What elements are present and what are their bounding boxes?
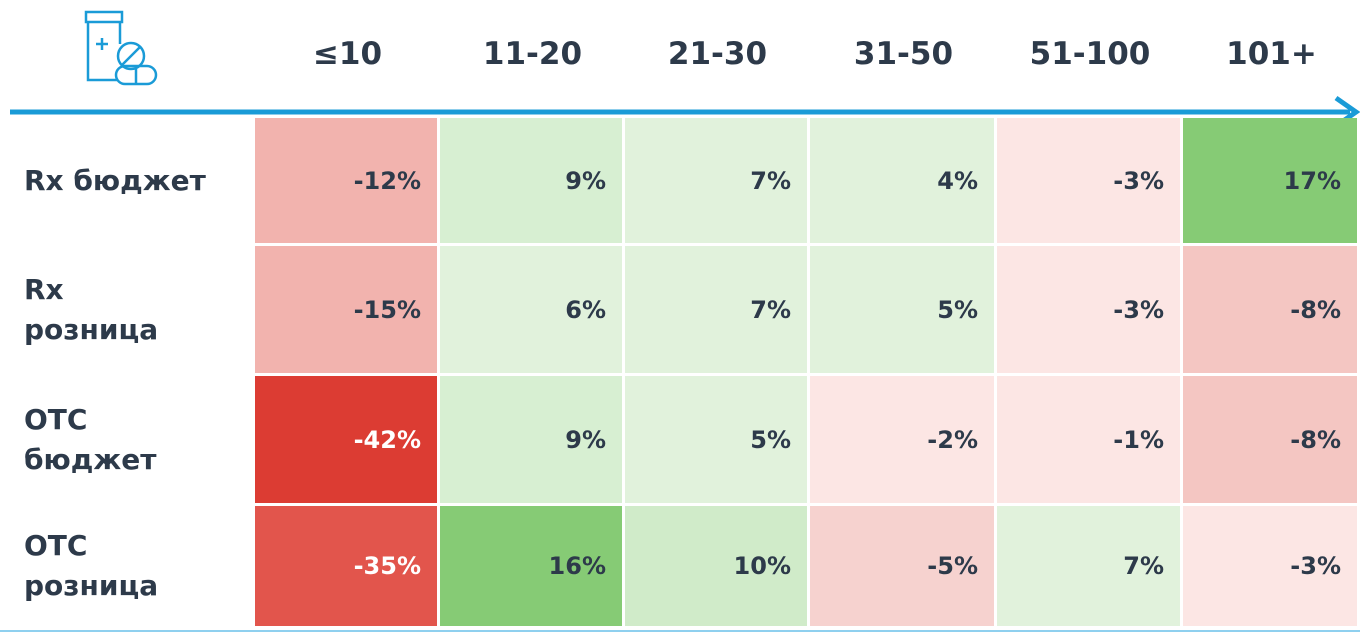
cell: 6%	[440, 246, 622, 373]
cell: -3%	[997, 246, 1180, 373]
cell: -8%	[1183, 376, 1357, 503]
column-header: 51-100	[1029, 36, 1151, 72]
cell: 4%	[810, 118, 994, 243]
row-label: OTC розница	[24, 529, 159, 602]
column-header: ≤10	[312, 36, 383, 72]
cell: -42%	[255, 376, 437, 503]
cell: 17%	[1183, 118, 1357, 243]
cell: 5%	[625, 376, 807, 503]
pill-icon	[84, 10, 158, 86]
cell: -3%	[997, 118, 1180, 243]
cell: -3%	[1183, 506, 1357, 626]
row-label: Rx бюджет	[24, 163, 206, 197]
cell: 9%	[440, 118, 622, 243]
cell: -1%	[997, 376, 1180, 503]
column-header: 21-30	[667, 36, 768, 72]
cell: -8%	[1183, 246, 1357, 373]
row-label: OTC бюджет	[24, 402, 157, 476]
cell: 7%	[997, 506, 1180, 626]
cell: 10%	[625, 506, 807, 626]
cell: 5%	[810, 246, 994, 373]
cell: -35%	[255, 506, 437, 626]
cell: 7%	[625, 246, 807, 373]
row-label: Rx розница	[24, 272, 159, 346]
cell: -15%	[255, 246, 437, 373]
cell: 9%	[440, 376, 622, 503]
column-header: 31-50	[853, 36, 954, 72]
cell: 7%	[625, 118, 807, 243]
cell: -12%	[255, 118, 437, 243]
cell: -2%	[810, 376, 994, 503]
cell: 16%	[440, 506, 622, 626]
column-header: 101+	[1226, 36, 1317, 72]
cell: -5%	[810, 506, 994, 626]
column-header: 11-20	[482, 36, 583, 72]
